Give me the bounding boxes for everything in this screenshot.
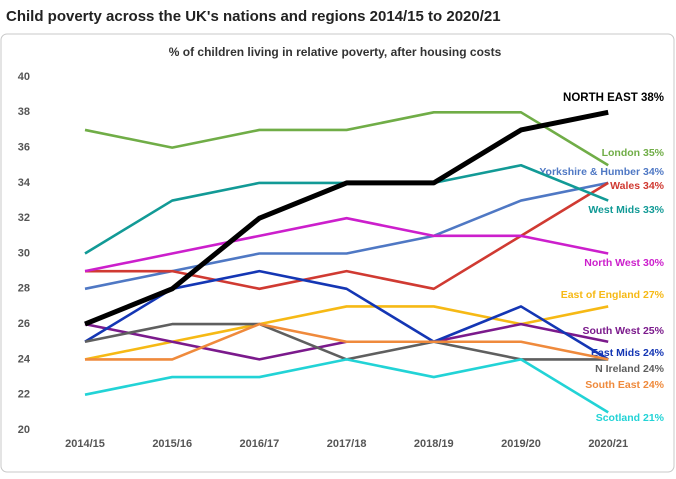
x-tick-label: 2016/17 [240, 438, 280, 450]
legend-label: London 35% [602, 147, 665, 159]
legend-label: East of England 27% [561, 289, 665, 301]
legend-label: Wales 34% [610, 180, 665, 192]
x-tick-label: 2014/15 [65, 438, 105, 450]
legend-label: East Mids 24% [591, 347, 665, 359]
legend-label: Scotland 21% [596, 412, 665, 424]
legend-label: South East 24% [585, 379, 664, 391]
legend-label: Yorkshire & Humber 34% [539, 166, 664, 178]
y-tick-label: 28 [18, 283, 30, 295]
y-tick-label: 32 [18, 212, 30, 224]
x-tick-label: 2019/20 [501, 438, 541, 450]
x-tick-label: 2020/21 [588, 438, 628, 450]
legend-label: South West 25% [583, 325, 665, 337]
series-line [84, 111, 609, 167]
y-tick-label: 34 [18, 177, 31, 189]
x-tick-label: 2017/18 [327, 438, 367, 450]
y-tick-label: 38 [18, 106, 30, 118]
y-tick-label: 24 [18, 353, 31, 365]
y-tick-label: 36 [18, 142, 30, 154]
series-line [84, 358, 609, 414]
legend-label: North West 30% [584, 257, 664, 269]
y-tick-label: 22 [18, 389, 30, 401]
series-line [84, 216, 609, 273]
legend-label: NORTH EAST 38% [563, 92, 664, 104]
legend-label: West Mids 33% [588, 204, 664, 216]
y-tick-label: 20 [18, 424, 30, 436]
y-tick-label: 30 [18, 247, 30, 259]
y-tick-label: 26 [18, 318, 30, 330]
chart-subtitle: % of children living in relative poverty… [169, 45, 502, 59]
y-tick-label: 40 [18, 71, 30, 83]
x-tick-label: 2015/16 [152, 438, 192, 450]
legend-label: N Ireland 24% [595, 363, 665, 375]
chart-title: Child poverty across the UK's nations an… [6, 8, 501, 25]
series-line [85, 322, 609, 361]
series-line [84, 109, 609, 327]
x-tick-label: 2018/19 [414, 438, 454, 450]
